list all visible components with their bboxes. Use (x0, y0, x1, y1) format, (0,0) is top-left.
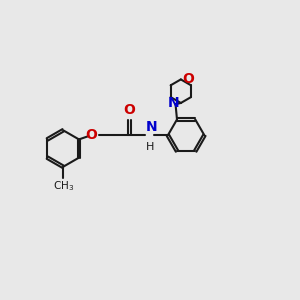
Text: CH$_3$: CH$_3$ (52, 179, 74, 193)
Text: O: O (85, 128, 97, 142)
Text: H: H (146, 142, 154, 152)
Text: O: O (182, 72, 194, 86)
Text: N: N (146, 120, 158, 134)
Text: O: O (123, 103, 135, 117)
Text: N: N (168, 96, 180, 110)
